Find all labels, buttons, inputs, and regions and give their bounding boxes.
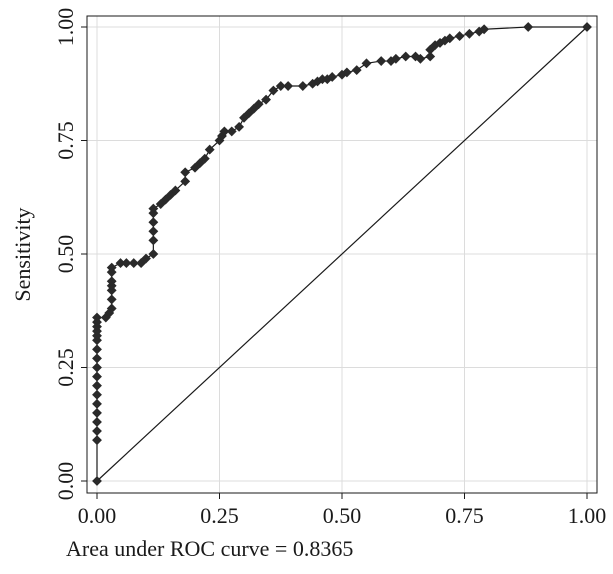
x-axis: 0.00 0.25 0.50 0.75 1.00	[78, 493, 607, 528]
roc-point-marker	[444, 33, 455, 44]
x-tick-label: 0.75	[445, 503, 484, 528]
roc-point-marker	[425, 51, 436, 62]
roc-point-marker	[479, 24, 490, 35]
roc-point-marker	[170, 185, 181, 196]
roc-point-marker	[92, 362, 102, 373]
roc-point-marker	[106, 294, 117, 305]
roc-point-marker	[92, 344, 102, 355]
roc-point-marker	[92, 353, 102, 364]
y-axis-title: Sensitivity	[10, 207, 35, 301]
roc-point-marker	[199, 153, 210, 164]
roc-point-marker	[582, 22, 592, 32]
roc-point-marker	[425, 44, 436, 55]
roc-point-marker	[239, 112, 249, 123]
roc-point-marker	[106, 262, 117, 273]
roc-point-marker	[523, 22, 534, 32]
x-tick-label: 1.00	[568, 503, 607, 528]
roc-point-marker	[148, 217, 159, 228]
y-tick-label: 1.00	[53, 8, 78, 47]
roc-point-marker	[243, 108, 254, 119]
roc-point-marker	[400, 51, 411, 62]
marker-layer	[92, 22, 592, 486]
reference-diagonal-line	[96, 26, 588, 482]
roc-point-marker	[341, 67, 352, 78]
roc-point-marker	[248, 103, 259, 114]
roc-point-marker	[106, 303, 117, 314]
y-tick-label: 0.50	[53, 235, 78, 274]
roc-point-marker	[165, 190, 176, 200]
roc-point-marker	[454, 31, 465, 42]
roc-point-marker	[268, 85, 279, 96]
roc-point-marker	[180, 167, 191, 178]
roc-point-marker	[283, 81, 294, 91]
y-tick-label: 0.25	[53, 348, 78, 387]
roc-point-marker	[148, 249, 159, 259]
roc-point-marker	[92, 371, 102, 382]
roc-point-marker	[351, 65, 362, 76]
roc-point-marker	[128, 258, 139, 269]
roc-point-marker	[327, 72, 338, 82]
roc-point-marker	[204, 144, 215, 155]
roc-point-marker	[92, 476, 102, 486]
x-tick-label: 0.25	[200, 503, 239, 528]
x-tick-label: 0.50	[323, 503, 362, 528]
roc-point-marker	[297, 81, 308, 91]
roc-point-marker	[92, 426, 102, 436]
roc-point-marker	[136, 258, 147, 269]
roc-point-marker	[148, 226, 159, 237]
roc-point-marker	[253, 99, 264, 110]
roc-point-marker	[148, 235, 159, 246]
roc-point-marker	[464, 28, 475, 39]
y-axis: 0.00 0.25 0.50 0.75 1.00	[53, 8, 87, 501]
roc-point-marker	[415, 53, 426, 64]
y-tick-label: 0.00	[53, 462, 78, 501]
grid-layer	[87, 16, 597, 493]
roc-point-marker	[106, 276, 117, 287]
roc-point-marker	[155, 199, 166, 209]
x-tick-label: 0.00	[78, 503, 117, 528]
roc-point-marker	[160, 194, 171, 205]
roc-point-marker	[141, 253, 151, 264]
roc-point-marker	[92, 380, 102, 391]
roc-point-marker	[261, 94, 271, 105]
roc-point-marker	[219, 126, 230, 137]
roc-point-marker	[234, 121, 245, 132]
roc-point-marker	[194, 158, 205, 169]
roc-point-marker	[92, 398, 102, 409]
roc-point-marker	[92, 435, 102, 446]
roc-point-marker	[92, 417, 102, 427]
roc-point-marker	[376, 56, 387, 66]
roc-point-marker	[92, 312, 102, 323]
y-tick-label: 0.75	[53, 121, 78, 160]
roc-point-marker	[190, 162, 200, 173]
roc-point-marker	[92, 389, 102, 400]
roc-point-marker	[390, 53, 401, 64]
roc-point-marker	[361, 58, 372, 69]
roc-point-marker	[92, 407, 102, 418]
roc-point-marker	[226, 126, 237, 137]
roc-point-marker	[148, 203, 159, 214]
roc-point-marker	[180, 176, 191, 187]
x-axis-title: Area under ROC curve = 0.8365	[66, 536, 353, 561]
roc-point-marker	[275, 81, 286, 91]
roc-point-marker	[121, 258, 132, 269]
